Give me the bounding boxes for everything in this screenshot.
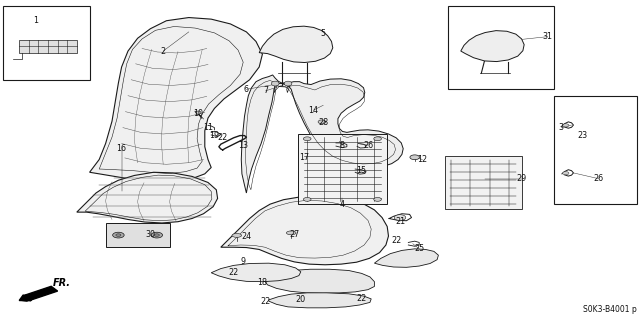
Text: 12: 12 <box>417 155 428 164</box>
Text: 6: 6 <box>244 85 249 94</box>
Text: FR.: FR. <box>53 278 71 288</box>
Polygon shape <box>221 196 388 265</box>
Text: 14: 14 <box>308 106 319 115</box>
Ellipse shape <box>318 120 326 124</box>
Text: 25: 25 <box>414 244 424 253</box>
Text: 15: 15 <box>356 166 367 175</box>
Ellipse shape <box>563 172 569 175</box>
Ellipse shape <box>303 137 311 141</box>
Ellipse shape <box>394 215 406 220</box>
Text: 17: 17 <box>299 153 309 162</box>
Ellipse shape <box>563 124 569 127</box>
Polygon shape <box>298 134 387 204</box>
Text: 11: 11 <box>203 123 213 132</box>
Text: 24: 24 <box>241 232 252 241</box>
Text: 7: 7 <box>263 86 268 95</box>
Ellipse shape <box>303 197 311 201</box>
Bar <box>448 6 554 89</box>
Ellipse shape <box>113 232 124 238</box>
Bar <box>3 6 90 80</box>
Text: 28: 28 <box>318 118 328 127</box>
Text: 19: 19 <box>209 131 220 140</box>
Ellipse shape <box>196 111 201 114</box>
Polygon shape <box>211 263 301 282</box>
Text: S0K3-B4001 p: S0K3-B4001 p <box>583 305 637 314</box>
Text: 26: 26 <box>593 174 604 183</box>
Text: 8: 8 <box>340 141 345 150</box>
Polygon shape <box>445 156 522 209</box>
Polygon shape <box>374 249 438 267</box>
Polygon shape <box>266 269 374 293</box>
Polygon shape <box>259 26 333 63</box>
Polygon shape <box>77 172 218 223</box>
Text: 26: 26 <box>363 141 373 150</box>
Ellipse shape <box>287 231 296 235</box>
Ellipse shape <box>410 155 420 160</box>
Text: 5: 5 <box>321 29 326 38</box>
Text: 9: 9 <box>241 257 246 266</box>
Text: 16: 16 <box>116 144 127 153</box>
Ellipse shape <box>232 234 242 237</box>
Text: 10: 10 <box>193 109 204 118</box>
Text: 29: 29 <box>516 174 527 183</box>
Ellipse shape <box>151 232 163 238</box>
Polygon shape <box>241 75 403 193</box>
Polygon shape <box>269 293 371 308</box>
Ellipse shape <box>154 234 159 236</box>
Text: 18: 18 <box>257 278 268 287</box>
Text: 22: 22 <box>260 297 271 306</box>
Text: 22: 22 <box>392 236 402 245</box>
Text: 4: 4 <box>340 200 345 209</box>
Text: 22: 22 <box>356 294 367 303</box>
Text: 31: 31 <box>542 32 552 41</box>
Text: 2: 2 <box>161 47 166 56</box>
Ellipse shape <box>374 197 381 201</box>
Text: 30: 30 <box>145 230 156 239</box>
Polygon shape <box>90 18 262 182</box>
Polygon shape <box>19 40 77 53</box>
Ellipse shape <box>374 137 381 141</box>
Text: 20: 20 <box>296 295 306 304</box>
Text: 21: 21 <box>395 217 405 226</box>
Ellipse shape <box>284 81 292 86</box>
Ellipse shape <box>271 81 279 86</box>
Polygon shape <box>461 31 524 62</box>
Polygon shape <box>106 223 170 247</box>
Text: 23: 23 <box>577 131 588 140</box>
Text: 3: 3 <box>559 123 564 132</box>
Text: 13: 13 <box>238 141 248 150</box>
FancyArrow shape <box>19 286 58 301</box>
Text: 22: 22 <box>218 133 228 142</box>
Text: 1: 1 <box>33 16 38 25</box>
Bar <box>554 96 637 204</box>
Text: 22: 22 <box>228 268 239 277</box>
Text: 27: 27 <box>289 230 300 239</box>
Ellipse shape <box>116 234 121 236</box>
